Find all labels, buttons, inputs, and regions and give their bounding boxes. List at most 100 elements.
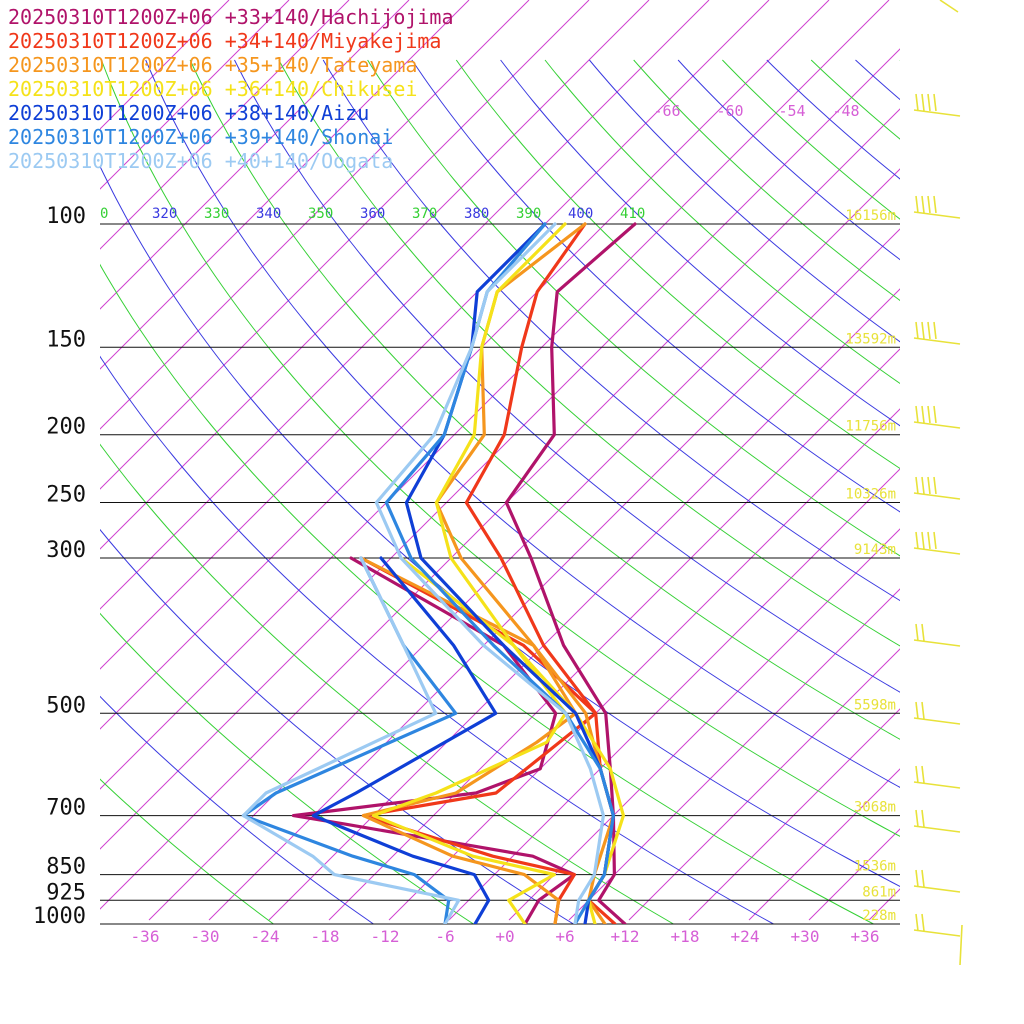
pressure-tick-label: 200	[46, 415, 86, 440]
temperature-tick-label: +0	[495, 927, 514, 946]
chart-series-layer	[241, 222, 637, 924]
pressure-tick-label: 500	[46, 693, 86, 718]
wind-barb-flag	[933, 476, 937, 495]
dry-adiabat-line	[722, 59, 900, 220]
temperature-tick-label: +12	[611, 927, 640, 946]
pressure-tick-label: 150	[46, 327, 86, 352]
height-label: 11756m	[845, 419, 896, 435]
temperature-tick-label: -6	[435, 927, 454, 946]
legend-entry: 20250310T1200Z+06 +33+140/Hachijojima	[8, 5, 454, 29]
theta-label: 360	[360, 206, 385, 222]
wind-barb-flag	[915, 405, 919, 424]
temperature-tick-label: -24	[251, 927, 280, 946]
temperature-tick-label: -12	[371, 927, 400, 946]
wind-barb-staff	[959, 924, 963, 966]
wind-barb-flag	[921, 405, 925, 424]
wind-barb	[913, 476, 961, 500]
wind-barb-flag	[921, 195, 925, 214]
series-hachijojima-temperature-line	[504, 222, 637, 924]
temperature-tick-label: -30	[191, 927, 220, 946]
isotherm-line	[100, 0, 590, 490]
series-miyakejima-temperature-line	[464, 222, 617, 924]
dry-adiabat-line	[500, 59, 900, 427]
legend-entry: 20250310T1200Z+06 +36+140/Chikusei	[8, 77, 417, 101]
dry-adiabat-line	[100, 59, 900, 837]
temperature-tick-label: -18	[311, 927, 340, 946]
isotherm-line	[100, 0, 470, 370]
series-shonai-dewpoint-line	[241, 556, 458, 924]
dry-adiabat-line	[189, 59, 900, 740]
wind-barb-flag	[921, 913, 925, 932]
wind-barb-flag	[921, 701, 925, 720]
legend-entry: 20250310T1200Z+06 +38+140/Aizu	[8, 101, 369, 125]
wind-barb	[913, 869, 961, 893]
isotherm-line	[100, 0, 290, 190]
pressure-tick-label: 850	[46, 855, 86, 880]
wind-barb-staff	[913, 211, 961, 219]
isotherm-line	[100, 0, 710, 610]
dry-adiabat-line	[100, 695, 374, 924]
height-label: 1536m	[854, 859, 896, 875]
height-label: 13592m	[845, 331, 896, 347]
isotherm-line	[268, 288, 900, 921]
height-label: 861m	[862, 884, 896, 900]
wind-barb-flag	[915, 476, 919, 495]
wind-barb-flag	[933, 93, 937, 112]
theta-label: 410	[620, 206, 645, 222]
temperature-tick-label: -36	[131, 927, 160, 946]
height-label: 3068m	[854, 800, 896, 816]
height-label: 10326m	[845, 487, 896, 503]
wind-barb	[913, 321, 961, 345]
pressure-tick-label: 250	[46, 483, 86, 508]
wind-barb-flag	[927, 195, 931, 214]
wind-barb-staff	[913, 492, 961, 500]
wind-barb-staff	[913, 885, 961, 893]
temperature-tick-label: +24	[731, 927, 760, 946]
dry-adiabat-line	[100, 778, 274, 924]
wind-barb-staff	[913, 547, 961, 555]
wind-barb	[913, 195, 961, 219]
height-label: 5598m	[854, 697, 896, 713]
wind-barb-flag	[915, 869, 919, 888]
wind-barb-staff	[913, 781, 961, 789]
dry-adiabat-line	[944, 60, 1024, 924]
wind-barb-flag	[921, 809, 925, 828]
wind-barb-flag	[921, 765, 925, 784]
wind-barb-flag	[921, 321, 925, 340]
wind-barb	[913, 93, 961, 117]
dry-adiabat-line	[145, 59, 900, 788]
pressure-tick-label: 700	[46, 796, 86, 821]
wind-barb-flag	[921, 93, 925, 112]
series-aizu-dewpoint-line	[311, 556, 498, 924]
wind-barb-staff	[913, 825, 961, 833]
isotherm-line	[100, 0, 770, 670]
wind-barb	[913, 765, 961, 789]
wind-barb-staff	[913, 717, 961, 725]
pressure-tick-label: 1000	[33, 904, 86, 929]
dry-adiabat-line	[677, 59, 900, 261]
pressure-tick-label: 100	[46, 204, 86, 229]
wind-barb-staff	[913, 421, 961, 429]
legend-entry: 20250310T1200Z+06 +40+140/Oogata	[8, 149, 393, 173]
theta-label: 390	[516, 206, 541, 222]
wind-barb-staff	[913, 337, 961, 345]
dry-adiabat-line	[411, 59, 900, 513]
theta-label: 340	[256, 206, 281, 222]
series-tateyama-dewpoint-line	[359, 556, 578, 924]
wind-barb-flag	[921, 623, 925, 642]
dry-adiabat-line	[322, 59, 900, 602]
dry-adiabat-line	[100, 528, 574, 924]
wind-barb-flag	[915, 765, 919, 784]
wind-barb	[913, 531, 961, 555]
theta-label: 330	[204, 206, 229, 222]
temperature-tick-label: +30	[791, 927, 820, 946]
dry-adiabat-line	[544, 59, 900, 385]
wind-barb	[913, 701, 961, 725]
theta-label: 320	[152, 206, 177, 222]
wind-barb-flag	[915, 531, 919, 550]
theta-label: 380	[464, 206, 489, 222]
wind-barb-flag	[915, 321, 919, 340]
legend-entry: 20250310T1200Z+06 +35+140/Tateyama	[8, 53, 417, 77]
height-label: 9143m	[854, 542, 896, 558]
